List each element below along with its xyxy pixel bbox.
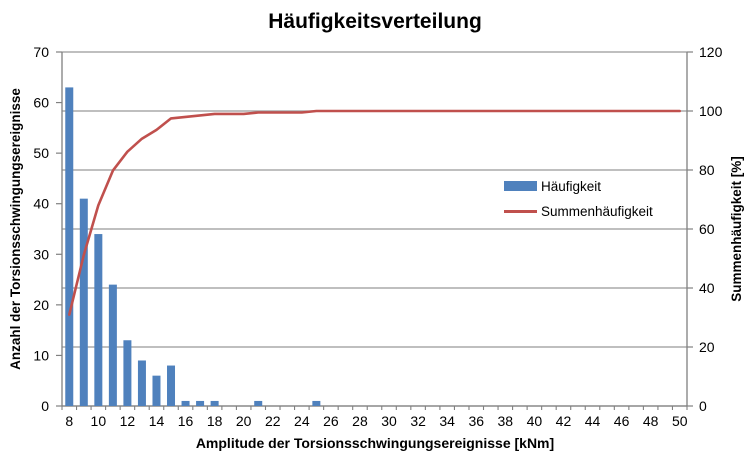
y-right-tick-label: 20 [699,339,715,355]
x-tick-label: 44 [585,413,601,429]
y-left-tick-label: 50 [33,145,49,161]
chart-title: Häufigkeitsverteilung [268,10,482,33]
y-left-tick-label: 40 [33,196,49,212]
x-tick-label: 28 [352,413,368,429]
y-left-tick-label: 20 [33,297,49,313]
y-left-tick-label: 70 [33,44,49,60]
bar [94,234,103,406]
bar [312,400,321,406]
x-axis-title: Amplitude der Torsionsschwingungsereigni… [195,435,555,451]
y-right-tick-label: 120 [699,44,723,60]
x-tick-label: 10 [91,413,107,429]
bar [167,365,176,406]
bar [210,400,219,406]
bar [196,400,205,406]
x-tick-label: 38 [498,413,514,429]
x-tick-label: 46 [614,413,630,429]
x-tick-label: 12 [120,413,136,429]
y-right-tick-label: 100 [699,103,723,119]
x-tick-label: 50 [672,413,688,429]
bar [254,400,263,406]
y-axis-left-title: Anzahl der Torsionsschwingungsereignisse [8,88,23,370]
x-tick-label: 32 [410,413,426,429]
y-right-tick-label: 40 [699,280,715,296]
x-tick-label: 26 [323,413,339,429]
x-tick-label: 42 [556,413,572,429]
y-right-tick-label: 60 [699,221,715,237]
y-right-tick-label: 80 [699,162,715,178]
x-tick-label: 34 [439,413,455,429]
x-tick-label: 20 [236,413,252,429]
x-tick-label: 18 [207,413,223,429]
x-tick-label: 22 [265,413,281,429]
x-tick-label: 8 [65,413,73,429]
bar [79,198,88,406]
bar [152,375,161,406]
y-left-tick-label: 0 [41,398,49,414]
legend-swatch-summenhaeufigkeit [504,209,537,213]
y-right-tick-label: 0 [699,398,707,414]
y-left-tick-label: 10 [33,347,49,363]
y-axis-right-title: Summenhäufigkeit [%] [729,156,744,302]
bar [137,360,146,406]
x-tick-label: 40 [527,413,543,429]
legend-item-summenhaeufigkeit: Summenhäufigkeit [504,203,653,219]
x-tick-label: 24 [294,413,310,429]
legend-item-haeufigkeit: Häufigkeit [504,178,653,194]
x-tick-label: 14 [149,413,165,429]
bar [181,400,190,406]
bar [65,87,74,407]
y-left-tick-label: 60 [33,95,49,111]
x-tick-label: 48 [643,413,659,429]
bar [108,284,117,406]
x-tick-label: 36 [468,413,484,429]
legend: Häufigkeit Summenhäufigkeit [504,178,653,219]
legend-label-haeufigkeit: Häufigkeit [541,178,602,194]
bar [123,340,132,406]
legend-label-summenhaeufigkeit: Summenhäufigkeit [541,203,653,219]
x-tick-label: 16 [178,413,194,429]
legend-swatch-haeufigkeit [504,181,537,191]
y-left-tick-label: 30 [33,246,49,262]
x-tick-label: 30 [381,413,397,429]
cumulative-line [68,109,682,316]
